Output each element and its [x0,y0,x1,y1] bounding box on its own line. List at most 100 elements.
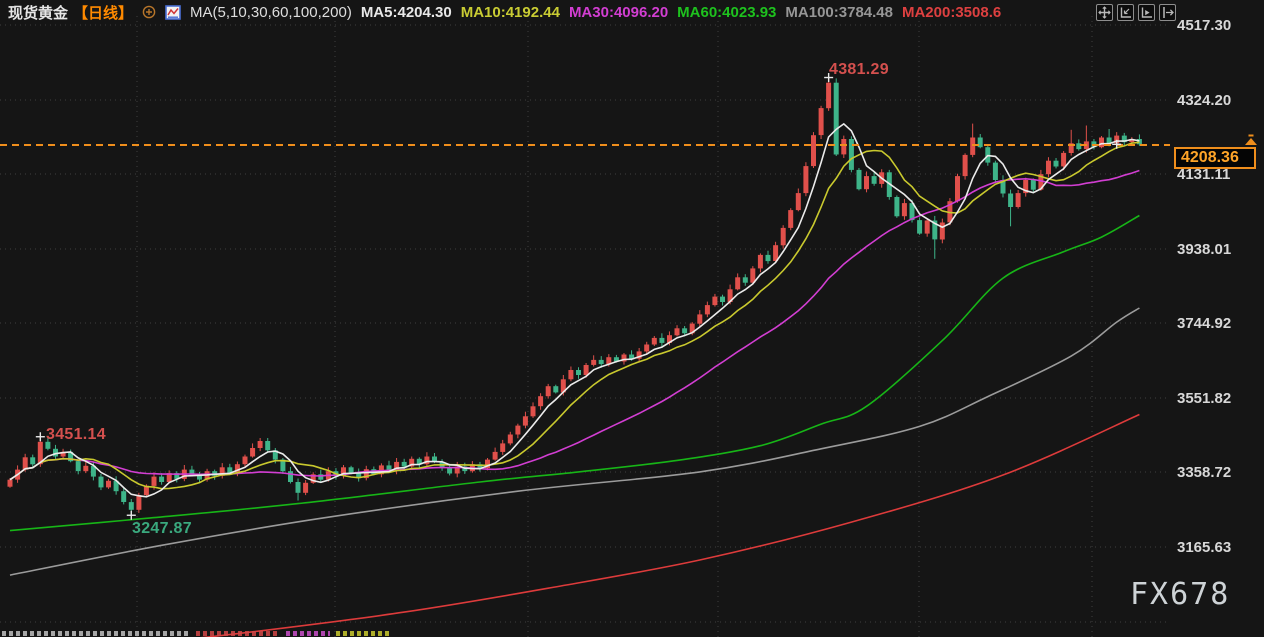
candle-body [606,357,612,365]
candle-body [288,471,293,482]
pan-right-button[interactable] [1159,4,1176,21]
annotation-left-low: 3247.87 [132,520,192,537]
compare-plus-icon[interactable] [142,5,156,19]
candle-body [697,314,703,324]
candle-body [454,466,460,474]
candle-body [1008,193,1014,207]
candle-body [894,197,900,217]
candle-body [841,139,847,155]
playback-icon [1141,7,1152,18]
candle-body [1106,137,1112,144]
candle-body [280,459,286,472]
candle-body [712,296,718,306]
ma10-value: MA10:4192.44 [460,3,560,21]
candle-body [121,491,127,502]
chart-toolbar [1096,4,1176,21]
axis-tick-label: 4131.11 [1177,166,1230,183]
candle-body [917,220,923,234]
candle-body [378,465,384,475]
candle-body [909,203,915,221]
candle-body [856,169,862,190]
candle-body [644,344,650,352]
candle-body [1038,174,1044,190]
candle-body [545,386,551,397]
axis-tick-label: 3358.72 [1177,464,1231,481]
candle-body [53,448,58,457]
candle-body [977,137,983,148]
candle-body [416,458,422,465]
candle-body [1121,135,1127,143]
clipped-text-smudge [196,631,280,636]
candle-body [955,176,960,202]
candle-body [197,475,202,480]
candle-body [75,461,81,472]
candle-body [128,502,134,510]
candle-body [553,386,559,393]
candle-body [773,245,779,261]
candle-body [30,457,36,465]
candle-body [636,351,642,359]
candle-body [765,254,771,262]
candle-body [1015,193,1021,207]
crosshair-move-button[interactable] [1096,4,1113,21]
candle-body [401,461,407,467]
ma-line-ma60 [9,214,1140,532]
candle-body [682,328,688,334]
candle-body [477,464,483,469]
candle-body [932,220,938,240]
candle-body [803,166,809,194]
candle-body [303,482,309,493]
ma-line-ma200 [200,413,1140,637]
candle-body [189,469,195,475]
candle-body [151,476,157,486]
period-selector[interactable]: 【日线】 [73,4,134,22]
candle-body [136,495,142,510]
candle-body [363,469,369,479]
mini-chart-icon[interactable] [165,4,181,20]
ma-line-ma5 [9,122,1140,498]
candle-body [37,441,43,465]
candle-body [522,416,528,426]
fx678-watermark: FX678 [1130,577,1231,612]
axis-tick-label: 3165.63 [1177,539,1231,556]
candle-body [659,337,665,343]
candle-body [833,82,839,155]
candle-body [113,480,119,492]
ma-settings-label: MA(5,10,30,60,100,200) [190,3,352,21]
ma-line-ma30 [9,169,1140,481]
time-axis-clipped [0,631,420,636]
candle-body [1129,139,1135,143]
candle-body [492,451,498,460]
candle-body [45,441,51,449]
candle-body [272,450,278,460]
candle-body [447,467,453,474]
candle-body [98,476,104,488]
axis-tick-label: 3938.01 [1177,241,1231,258]
candle-body [901,203,907,217]
candle-body [568,370,574,380]
candle-body [1023,180,1029,194]
candle-body [7,479,13,487]
symbol-name: 现货黄金 [8,4,69,22]
playback-button[interactable] [1138,4,1155,21]
clipped-text-smudge [336,631,390,636]
candle-body [613,357,619,362]
candle-body [864,176,869,190]
candle-body [788,210,794,228]
candle-body [295,482,301,493]
candle-body [576,370,581,375]
candle-body [234,464,240,473]
pan-right-icon [1163,7,1174,18]
annotation-peak-high: 4381.29 [829,61,889,78]
candle-body [485,459,490,469]
zoom-range-button[interactable] [1117,4,1134,21]
candle-body [992,162,998,180]
ma-line-ma100 [9,307,1140,576]
candle-body [424,456,430,465]
candle-body [530,406,536,417]
candle-body [583,365,589,375]
candle-body [538,396,544,407]
candle-body [704,305,710,315]
